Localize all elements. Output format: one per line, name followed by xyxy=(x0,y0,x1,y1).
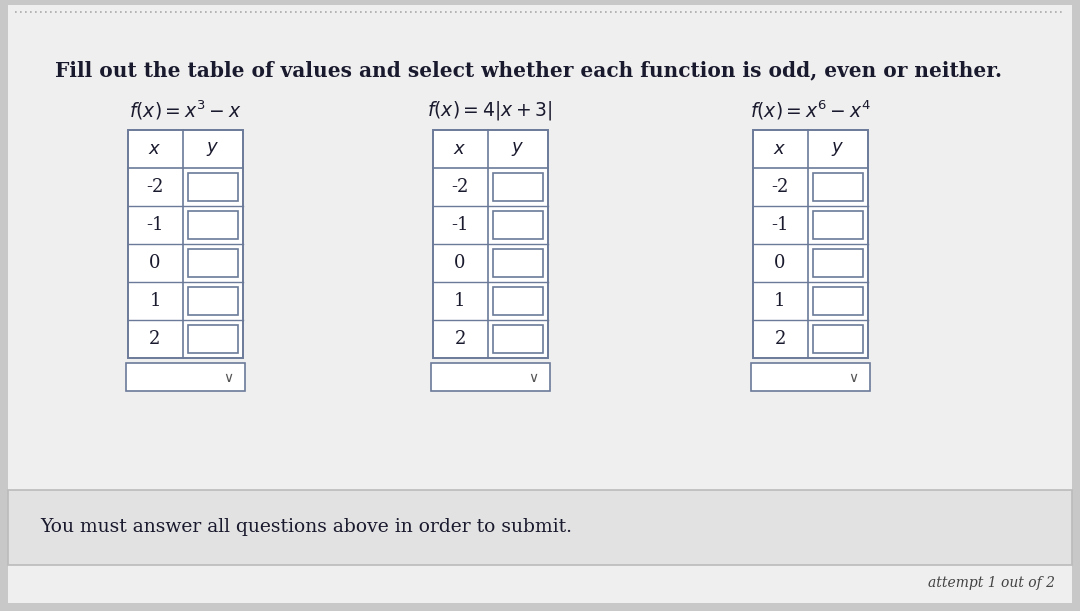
Text: -2: -2 xyxy=(451,178,469,196)
Text: $x$: $x$ xyxy=(454,140,467,158)
Text: Fill out the table of values and select whether each function is odd, even or ne: Fill out the table of values and select … xyxy=(55,60,1002,80)
Text: $f(x) = 4|x + 3|$: $f(x) = 4|x + 3|$ xyxy=(428,98,553,122)
Text: $f(x) = x^3 - x$: $f(x) = x^3 - x$ xyxy=(129,98,241,122)
Bar xyxy=(432,130,548,358)
Text: ∨: ∨ xyxy=(849,371,859,385)
Text: ∨: ∨ xyxy=(528,371,539,385)
Text: 2: 2 xyxy=(774,330,785,348)
Bar xyxy=(812,211,863,239)
Text: $y$: $y$ xyxy=(511,140,524,158)
Bar xyxy=(753,130,867,358)
Bar xyxy=(188,211,238,239)
Bar xyxy=(812,173,863,201)
Bar xyxy=(812,325,863,353)
Bar xyxy=(125,363,244,391)
Text: $f(x) = x^6 - x^4$: $f(x) = x^6 - x^4$ xyxy=(750,98,870,122)
Text: -2: -2 xyxy=(146,178,164,196)
Bar xyxy=(751,363,869,391)
Bar xyxy=(812,287,863,315)
Text: 1: 1 xyxy=(455,292,465,310)
Text: 2: 2 xyxy=(455,330,465,348)
Bar xyxy=(492,325,542,353)
Bar xyxy=(127,130,243,358)
Text: ∨: ∨ xyxy=(224,371,233,385)
Text: 1: 1 xyxy=(149,292,161,310)
Text: -1: -1 xyxy=(146,216,164,234)
Bar xyxy=(492,211,542,239)
Text: 0: 0 xyxy=(774,254,786,272)
Text: 0: 0 xyxy=(149,254,161,272)
Text: -1: -1 xyxy=(451,216,469,234)
Bar xyxy=(492,287,542,315)
Text: attempt 1 out of 2: attempt 1 out of 2 xyxy=(928,576,1055,590)
Bar xyxy=(8,490,1072,565)
Bar xyxy=(812,249,863,277)
Text: -1: -1 xyxy=(771,216,788,234)
Bar xyxy=(188,287,238,315)
Bar xyxy=(188,173,238,201)
Bar xyxy=(188,325,238,353)
Text: 0: 0 xyxy=(455,254,465,272)
Text: 1: 1 xyxy=(774,292,786,310)
Bar xyxy=(492,173,542,201)
Bar xyxy=(188,249,238,277)
Bar xyxy=(492,249,542,277)
Text: 2: 2 xyxy=(149,330,161,348)
Text: $y$: $y$ xyxy=(206,140,219,158)
Text: $x$: $x$ xyxy=(773,140,786,158)
Text: $y$: $y$ xyxy=(831,140,845,158)
Text: -2: -2 xyxy=(771,178,788,196)
Text: $x$: $x$ xyxy=(148,140,162,158)
Text: You must answer all questions above in order to submit.: You must answer all questions above in o… xyxy=(40,519,572,536)
Bar xyxy=(431,363,550,391)
